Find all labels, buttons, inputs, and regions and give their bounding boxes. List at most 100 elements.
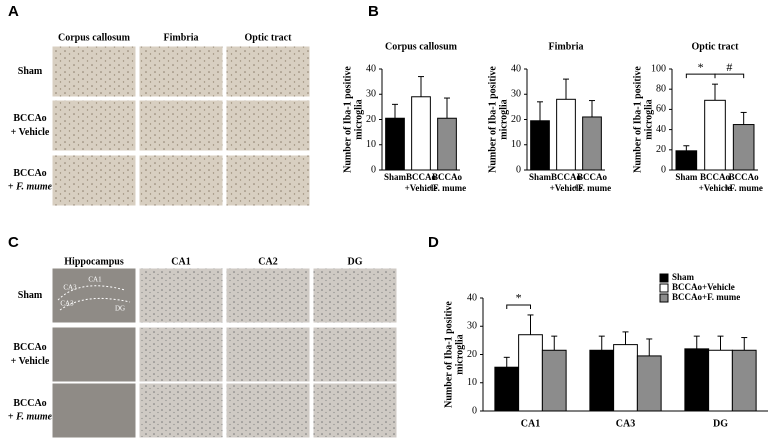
bar	[732, 124, 755, 171]
x-tick-label: CA3	[616, 418, 635, 429]
image-label: CA1	[88, 276, 102, 284]
bar	[494, 366, 520, 412]
significance-mark: *	[516, 291, 522, 305]
y-tick-label: 20	[656, 144, 666, 155]
y-tick-label: 40	[511, 63, 521, 74]
y-axis-label: Number of Iba-1 positive	[487, 66, 498, 173]
y-axis-label: microglia	[454, 334, 465, 374]
x-tick-label: BCCAo	[551, 172, 582, 182]
panel-letter: D	[428, 234, 439, 251]
x-tick-label: Sham	[384, 172, 407, 182]
row-label-part: F. mume	[15, 182, 52, 193]
micrograph	[225, 382, 311, 438]
x-tick-label: +Vehicle	[405, 183, 438, 193]
x-tick-label: +Vehicle	[699, 183, 732, 193]
bar	[385, 117, 405, 171]
image-label: CA3	[60, 300, 74, 308]
y-tick-label: 100	[651, 63, 666, 74]
y-tick-label: 40	[467, 292, 477, 303]
row-label-part: F. mume	[15, 412, 52, 423]
row-label: Sham	[18, 66, 43, 77]
bar	[556, 98, 576, 171]
row-label: Sham	[18, 290, 43, 301]
legend-label: Sham	[672, 272, 695, 282]
y-tick-label: 10	[511, 139, 521, 150]
panel-letter: B	[368, 3, 379, 20]
column-header: CA2	[258, 256, 277, 267]
significance-bracket	[506, 304, 531, 309]
micrograph	[51, 382, 137, 438]
row-label: + Vehicle	[11, 356, 50, 367]
y-axis-label: microglia	[643, 99, 654, 139]
y-axis-label: Number of Iba-1 positive	[443, 301, 454, 408]
bar	[530, 120, 550, 171]
x-tick-label: +F. mume	[428, 183, 466, 193]
bar	[675, 150, 698, 171]
row-label: BCCAo	[13, 398, 46, 409]
significance-bracket	[685, 73, 716, 79]
micrograph	[51, 99, 137, 152]
row-label: + F. mume	[8, 412, 53, 423]
significance-mark: #	[726, 60, 732, 74]
chart-title: Fimbria	[549, 41, 584, 52]
chart-title: Corpus callosum	[385, 41, 458, 52]
row-label: + Vehicle	[11, 127, 50, 138]
micrograph	[225, 267, 311, 324]
y-tick-label: 0	[371, 164, 376, 175]
x-tick-label: Sham	[529, 172, 552, 182]
x-tick-label: +Vehicle	[550, 183, 583, 193]
y-tick-label: 0	[516, 164, 521, 175]
x-tick-label: CA1	[521, 418, 540, 429]
bar	[613, 344, 638, 412]
legend-label: BCCAo+F. mume	[672, 292, 740, 302]
micrograph	[138, 99, 224, 152]
row-label-part: +	[8, 412, 16, 423]
column-header: Optic tract	[245, 32, 293, 43]
bar	[582, 116, 602, 171]
y-tick-label: 10	[467, 377, 477, 388]
row-label: + F. mume	[8, 182, 53, 193]
micrograph	[51, 267, 137, 324]
y-axis-label: Number of Iba-1 positive	[632, 66, 643, 173]
legend-label: BCCAo+Vehicle	[672, 282, 735, 292]
y-tick-label: 40	[366, 63, 376, 74]
x-tick-label: Sham	[675, 172, 698, 182]
micrograph	[225, 154, 311, 207]
bar	[731, 349, 757, 412]
row-label: BCCAo	[13, 168, 46, 179]
image-label: CA3	[63, 284, 77, 292]
micrograph	[138, 326, 224, 383]
x-tick-label: +F. mume	[573, 183, 611, 193]
micrograph	[138, 382, 224, 438]
micrograph	[225, 326, 311, 383]
x-tick-label: BCCAo	[406, 172, 437, 182]
legend-swatch	[659, 293, 669, 303]
y-tick-label: 20	[366, 114, 376, 125]
y-tick-label: 20	[511, 114, 521, 125]
row-label: BCCAo	[13, 113, 46, 124]
micrograph	[51, 154, 137, 207]
x-tick-label: BCCAo	[700, 172, 731, 182]
panel-letter: A	[8, 3, 19, 20]
bar	[411, 96, 431, 171]
column-header: DG	[348, 256, 363, 267]
micrograph	[312, 382, 398, 438]
y-tick-label: 20	[467, 349, 477, 360]
region-outline	[57, 285, 131, 311]
legend-swatch	[659, 283, 669, 293]
x-tick-label: BCCAo	[729, 172, 760, 182]
bar	[437, 117, 457, 171]
bar	[518, 334, 543, 412]
y-tick-label: 80	[656, 83, 666, 94]
y-tick-label: 60	[656, 104, 666, 115]
y-axis-label: Number of Iba-1 positive	[342, 66, 353, 173]
y-axis-label: microglia	[353, 99, 364, 139]
bar	[704, 99, 726, 171]
row-label: BCCAo	[13, 342, 46, 353]
column-header: Fimbria	[164, 32, 199, 43]
micrograph	[51, 45, 137, 98]
y-tick-label: 10	[366, 139, 376, 150]
micrograph	[225, 99, 311, 152]
x-tick-label: DG	[713, 418, 728, 429]
